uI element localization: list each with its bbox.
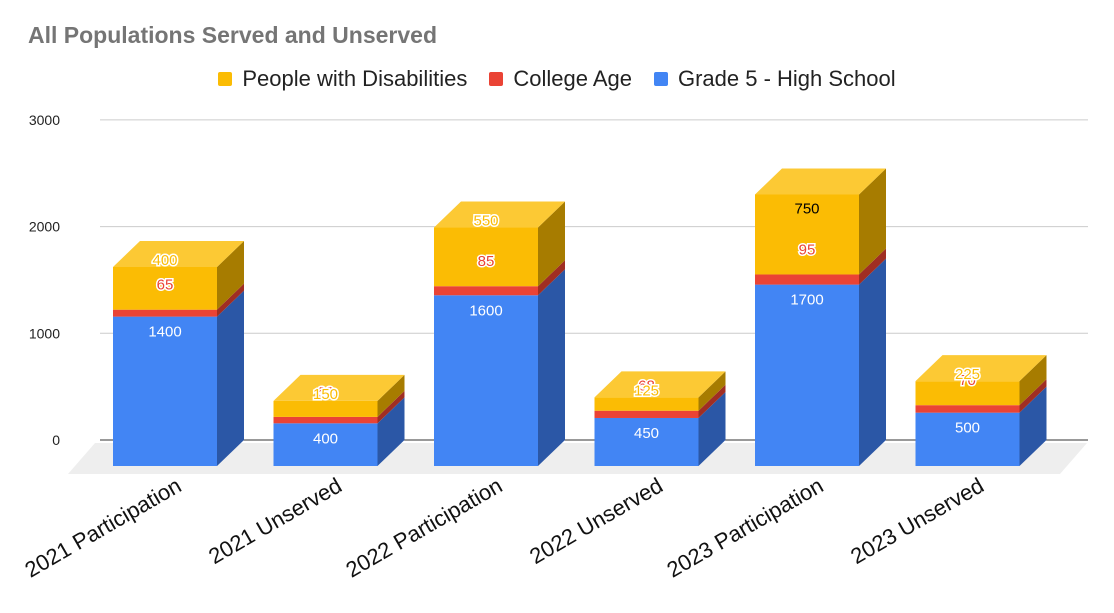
x-tick-label: 2022 Unserved [525, 473, 667, 569]
data-label: 150 [313, 386, 338, 403]
data-label: 85 [478, 253, 495, 270]
y-tick-label: 3000 [29, 112, 60, 128]
bar-side [217, 241, 244, 310]
data-label: 70 [959, 372, 976, 389]
bar-segment [594, 410, 699, 418]
data-label: 225 [955, 366, 980, 383]
data-label: 65 [157, 277, 174, 294]
bar-top [594, 371, 726, 398]
bar-side [377, 390, 405, 424]
bar-segment [915, 412, 1020, 466]
data-label: 125 [634, 382, 659, 399]
bar-side [859, 168, 886, 275]
bar-top [113, 241, 244, 268]
legend-item[interactable]: College Age [489, 66, 632, 92]
y-tick-label: 2000 [29, 219, 60, 235]
bar-top [273, 374, 405, 401]
data-label: 500 [955, 420, 980, 437]
bar-top [915, 355, 1047, 382]
bar-top [434, 201, 565, 228]
bar-segment [273, 423, 378, 466]
bar-segment [755, 194, 859, 275]
bar-side [1019, 386, 1047, 466]
bar-side [377, 374, 405, 417]
bar-side [698, 391, 726, 466]
bar-side [859, 258, 886, 466]
legend: People with Disabilities College Age Grade… [0, 66, 1114, 92]
y-tick-label: 1000 [29, 325, 60, 341]
bar-segment [113, 267, 217, 310]
legend-label: People with Disabilities [242, 66, 468, 91]
bar-side [859, 248, 886, 285]
bar-segment [273, 416, 378, 424]
data-label: 68 [638, 378, 655, 395]
data-label: 1600 [469, 302, 502, 319]
bar-segment [755, 284, 859, 466]
bar-side [1019, 379, 1047, 413]
bar-segment [594, 397, 699, 411]
legend-swatch [218, 72, 233, 86]
legend-swatch [489, 72, 504, 86]
data-label: 1400 [148, 324, 181, 341]
bar-segment [915, 405, 1020, 413]
legend-item[interactable]: Grade 5 - High School [653, 66, 896, 92]
bar-side [538, 201, 565, 287]
bar-segment [594, 417, 699, 466]
x-tick-label: 2023 Participation [662, 473, 827, 583]
bar-segment [113, 316, 217, 466]
bar-side [698, 371, 726, 411]
bar-segment [434, 227, 538, 287]
bar-segment [434, 295, 538, 466]
legend-label: Grade 5 - High School [677, 66, 896, 91]
bar-segment [273, 400, 378, 417]
data-label: 60 [317, 384, 334, 401]
y-tick-label: 0 [52, 432, 60, 448]
x-tick-label: 2022 Participation [341, 473, 506, 583]
data-label: 1700 [790, 292, 823, 309]
bar-segment [755, 274, 859, 285]
bar-side [217, 283, 244, 317]
data-label: 450 [634, 425, 659, 442]
data-label: 95 [799, 241, 816, 258]
bar-side [538, 260, 565, 296]
bar-side [538, 269, 565, 466]
data-label: 750 [794, 200, 819, 217]
x-tick-label: 2023 Unserved [846, 473, 988, 569]
legend-label: College Age [513, 66, 632, 91]
bar-side [377, 397, 405, 466]
bar-side [698, 384, 726, 418]
data-label: 400 [313, 430, 338, 447]
bar-side [1019, 355, 1047, 406]
legend-item[interactable]: People with Disabilities [218, 66, 467, 92]
x-tick-label: 2021 Unserved [204, 473, 346, 569]
data-label: 400 [152, 252, 177, 269]
bar-segment [434, 286, 538, 296]
legend-swatch [653, 72, 668, 86]
bar-side [217, 290, 244, 466]
chart-title: All Populations Served and Unserved [28, 22, 437, 48]
data-label: 550 [473, 213, 498, 230]
x-tick-label: 2021 Participation [20, 473, 185, 583]
bar-top [755, 168, 886, 195]
bar-segment [113, 309, 217, 317]
bar-segment [915, 381, 1020, 406]
